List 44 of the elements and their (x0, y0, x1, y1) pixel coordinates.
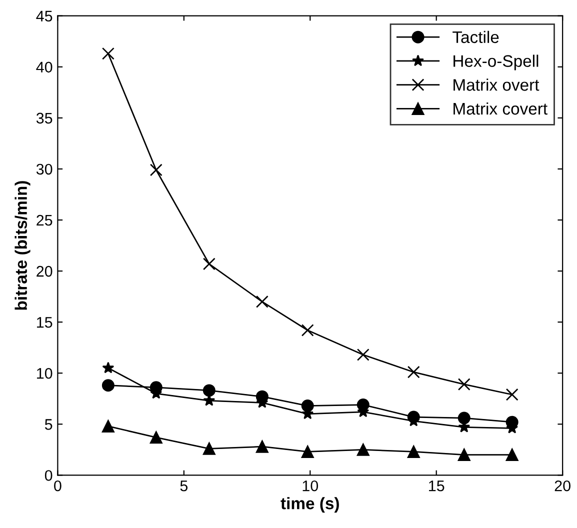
point (202, 384, 216, 397)
point (256, 295, 268, 308)
legend-label: Hex-o-Spell (454, 54, 538, 70)
y-tick-label: 40 (36, 62, 52, 73)
x-tick-label: 20 (554, 480, 570, 492)
y-tick-label: 45 (36, 10, 52, 22)
point (256, 440, 268, 453)
point (150, 431, 162, 444)
point (407, 445, 420, 458)
legend-label: Matrix overt (454, 78, 540, 91)
point (102, 47, 114, 60)
legend-label: Matrix covert (454, 102, 548, 115)
point (356, 443, 370, 456)
point (458, 448, 470, 462)
point (301, 400, 314, 412)
y-tick-label: 20 (36, 266, 52, 277)
point (102, 420, 114, 432)
y-tick-label: 5 (44, 419, 52, 430)
point (506, 388, 518, 401)
y-tick-label: 0 (44, 470, 52, 481)
y-tick-label: 10 (37, 368, 52, 379)
point (458, 378, 470, 391)
y-axis-title: bitrate (bits/min) (14, 181, 30, 310)
x-tick-label: 15 (429, 480, 444, 492)
point (301, 445, 314, 458)
point (102, 379, 114, 392)
point (407, 366, 420, 378)
x-axis-title: time (s) (280, 497, 339, 513)
y-tick-label: 15 (37, 317, 52, 328)
point (301, 324, 314, 336)
point (202, 258, 216, 270)
point (102, 362, 114, 374)
x-tick-label: 5 (180, 480, 188, 492)
point (150, 164, 162, 176)
x-tick-label: 10 (302, 480, 318, 492)
point (458, 412, 470, 424)
y-tick-label: 35 (36, 112, 52, 124)
point (356, 348, 370, 361)
point (506, 448, 518, 462)
y-tick-label: 25 (36, 214, 52, 226)
legend-label: Tactile (452, 30, 499, 44)
y-tick-label: 30 (36, 164, 52, 175)
x-tick-label: 0 (54, 480, 62, 492)
point (202, 442, 216, 455)
